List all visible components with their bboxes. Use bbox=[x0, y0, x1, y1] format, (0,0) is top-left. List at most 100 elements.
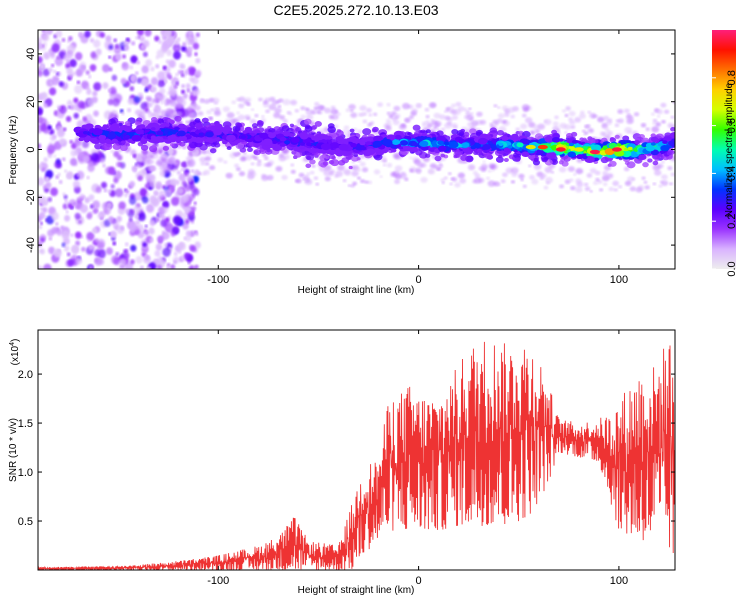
spectrogram-haze-cell bbox=[545, 177, 553, 184]
spectrogram-noise-cell bbox=[113, 224, 120, 231]
spectrogram-noise-cell bbox=[109, 112, 115, 119]
spectrogram-noise-cell bbox=[180, 45, 187, 52]
spectrogram-haze-cell bbox=[612, 180, 619, 186]
spectrogram-ridge-cell bbox=[650, 142, 656, 146]
spectrogram-noise-cell bbox=[184, 69, 189, 75]
spectrogram-noise-cell bbox=[102, 63, 110, 73]
spectrogram-haze-cell bbox=[277, 104, 282, 108]
spectrogram-noise-cell bbox=[120, 77, 127, 85]
spectrogram-noise-cell bbox=[47, 125, 52, 130]
spectrogram-haze-cell bbox=[173, 161, 179, 166]
snr-x-ticks: -100 0 100 bbox=[207, 330, 628, 587]
spectrogram-noise-cell bbox=[123, 249, 128, 254]
spectrogram-halo-cell bbox=[495, 156, 504, 163]
spectrogram-ridge-cell bbox=[400, 140, 409, 146]
spectrogram-haze-cell bbox=[200, 99, 205, 103]
spectrogram-haze-cell bbox=[504, 112, 510, 117]
spectrogram-haze-cell bbox=[457, 172, 466, 179]
spectrogram-haze-cell bbox=[467, 121, 475, 128]
spectrogram-noise-cell bbox=[141, 65, 149, 74]
spectrogram-noise-cell bbox=[183, 182, 188, 188]
spectrogram-ridge-cell bbox=[207, 126, 213, 131]
spectrogram-noise-cell bbox=[102, 164, 106, 168]
spectrogram-x-label: Height of straight line (km) bbox=[298, 285, 415, 296]
spectrogram-haze-cell bbox=[356, 129, 363, 134]
spectrogram-haze-cell bbox=[351, 170, 359, 177]
spectrogram-halo-cell bbox=[497, 154, 503, 159]
spectrogram-haze-cell bbox=[463, 115, 468, 119]
spectrogram-haze-cell bbox=[623, 166, 630, 172]
spectrogram-haze-cell bbox=[350, 109, 354, 113]
spectrogram-noise-cell bbox=[181, 89, 186, 95]
spectrogram-noise-cell bbox=[115, 161, 121, 168]
spectrogram-noise-cell bbox=[102, 82, 109, 90]
spectrogram-haze-cell bbox=[209, 165, 216, 171]
spectrogram-ridge-cell bbox=[214, 123, 223, 130]
spectrogram-halo-cell bbox=[460, 128, 466, 133]
spectrogram-haze-cell bbox=[623, 108, 630, 114]
spectrogram-noise-cell bbox=[38, 43, 43, 50]
spectrogram-ridge-cell bbox=[568, 142, 574, 147]
spectrogram-noise-cell bbox=[69, 58, 77, 68]
spectrogram-haze-cell bbox=[359, 105, 367, 112]
spectrogram-ridge-cell bbox=[226, 134, 236, 142]
spectrogram-haze-cell bbox=[586, 173, 593, 178]
spectrogram-haze-cell bbox=[342, 179, 347, 183]
spectrogram-halo-cell bbox=[324, 155, 330, 160]
spectrogram-haze-cell bbox=[234, 163, 240, 168]
spectrogram-halo-cell bbox=[622, 135, 630, 142]
spectrogram-noise-cell bbox=[38, 163, 43, 170]
spectrogram-haze-cell bbox=[217, 157, 224, 163]
spectrogram-noise-cell bbox=[129, 180, 136, 188]
spectrogram-noise-cell bbox=[105, 35, 112, 42]
spectrogram-haze-cell bbox=[282, 98, 291, 106]
spectrogram-haze-cell bbox=[290, 169, 296, 174]
spectrogram-ridge-cell bbox=[271, 140, 278, 145]
spectrogram-noise-cell bbox=[58, 81, 64, 87]
spectrogram-noise-cell bbox=[160, 214, 166, 220]
spectrogram-ridge-cell bbox=[299, 144, 306, 150]
spectrogram-noise-cell bbox=[190, 68, 196, 74]
spectrogram-haze-cell bbox=[570, 125, 576, 129]
spectrogram-haze-cell bbox=[443, 176, 448, 180]
spectrogram-noise-cell bbox=[88, 74, 92, 79]
spectrogram-haze-cell bbox=[543, 119, 548, 123]
spectrogram-haze-cell bbox=[429, 102, 437, 108]
snr-panel: -100 0 100 0.51.01.52.0 Height of straight… bbox=[8, 329, 676, 596]
spectrogram-haze-cell bbox=[603, 182, 608, 186]
spectrogram-noise-cell bbox=[71, 245, 79, 254]
spectrogram-halo-cell bbox=[327, 123, 335, 129]
spectrogram-noise-cell bbox=[106, 201, 113, 210]
spectrogram-noise-cell bbox=[113, 177, 119, 184]
spectrogram-haze-cell bbox=[214, 110, 221, 117]
spectrogram-noise-cell bbox=[42, 68, 50, 77]
spectrogram-ridge-cell bbox=[576, 154, 584, 160]
spectrogram-haze-cell bbox=[465, 110, 471, 114]
spectrogram-noise-cell bbox=[107, 189, 112, 194]
spectrogram-ridge-cell bbox=[485, 135, 492, 140]
spectrogram-ridge-cell bbox=[503, 147, 512, 153]
spectrogram-haze-cell bbox=[528, 122, 536, 128]
spectrogram-haze-cell bbox=[318, 106, 323, 110]
spectrogram-noise-cell bbox=[55, 30, 63, 38]
spectrogram-noise-cell bbox=[95, 186, 102, 194]
spectrogram-haze-cell bbox=[440, 164, 444, 168]
spectrogram-noise-cell bbox=[149, 237, 154, 243]
spectrogram-halo-cell bbox=[157, 118, 165, 124]
spectrogram-noise-cell bbox=[61, 38, 66, 42]
spectrogram-noise-cell bbox=[173, 50, 181, 60]
spectrogram-noise-cell bbox=[48, 67, 53, 73]
spectrogram-noise-cell bbox=[56, 229, 63, 236]
spectrogram-noise-cell bbox=[38, 177, 45, 186]
spectrogram-haze-cell bbox=[148, 102, 154, 107]
spectrogram-haze-cell bbox=[343, 125, 350, 130]
spectrogram-haze-cell bbox=[269, 103, 277, 110]
spectrogram-noise-cell bbox=[188, 210, 194, 217]
spectrogram-noise-cell bbox=[51, 63, 55, 68]
spectrogram-halo-cell bbox=[169, 119, 174, 124]
spectrogram-halo-cell bbox=[440, 153, 446, 158]
spectrogram-noise-cell bbox=[167, 147, 174, 156]
spectrogram-haze-cell bbox=[366, 107, 372, 113]
spectrogram-haze-cell bbox=[502, 119, 507, 124]
spectrogram-noise-cell bbox=[114, 188, 124, 198]
